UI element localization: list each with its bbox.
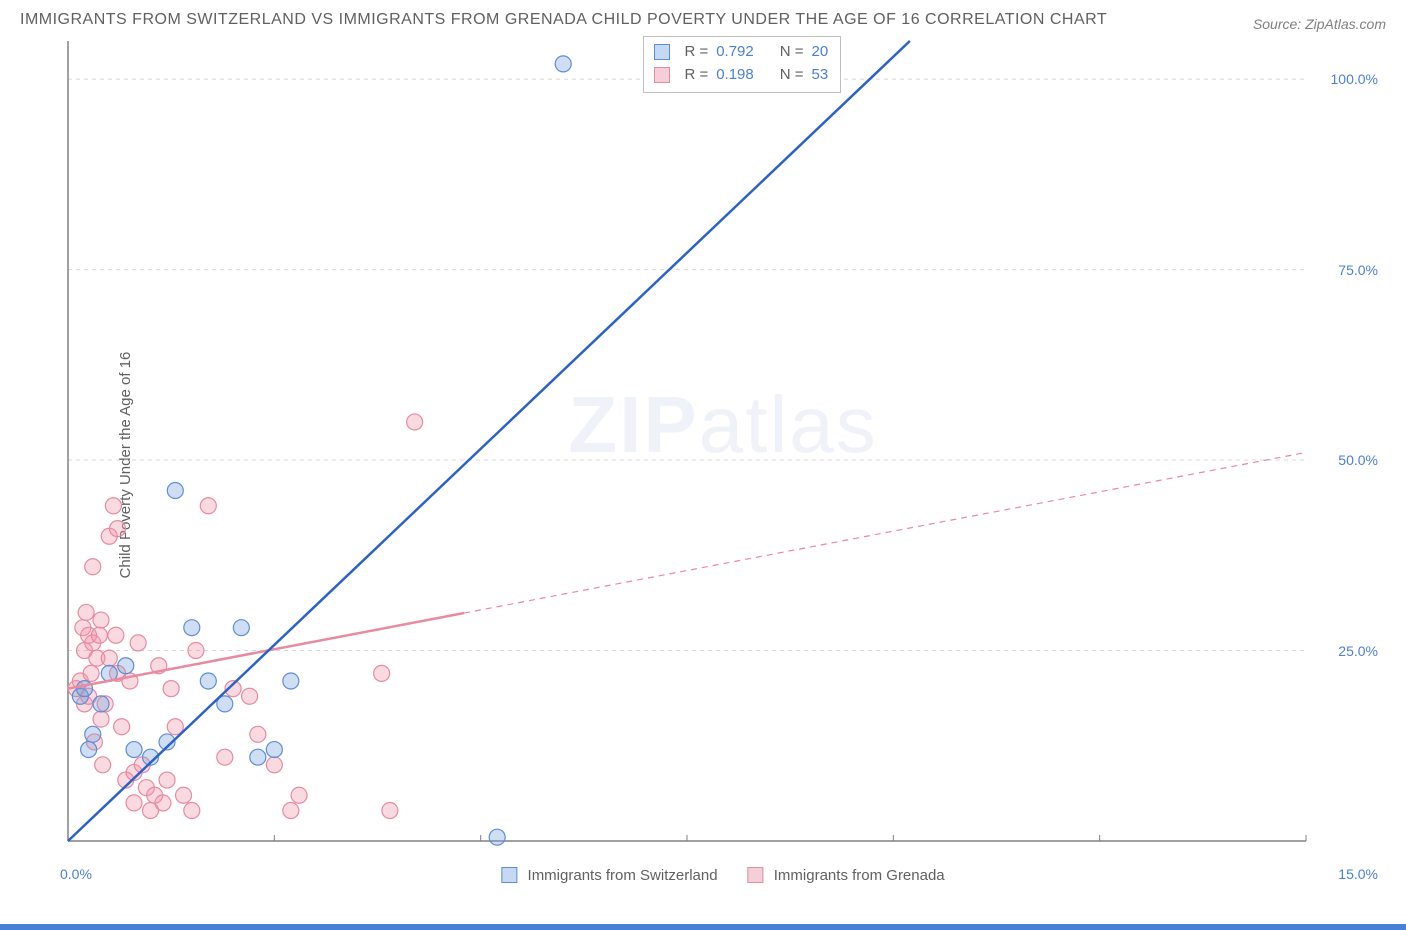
correlation-legend: R = 0.792 N = 20 R = 0.198 N = 53	[643, 36, 841, 93]
bottom-accent-bar	[0, 924, 1406, 930]
correlation-row-switzerland: R = 0.792 N = 20	[654, 41, 828, 64]
swatch-icon	[748, 867, 764, 883]
y-tick-label: 50.0%	[1338, 452, 1378, 468]
scatter-plot-svg	[60, 36, 1386, 846]
x-tick-max: 15.0%	[1338, 866, 1378, 882]
y-tick-label: 75.0%	[1338, 262, 1378, 278]
chart-area: ZIPatlas R = 0.792 N = 20 R = 0.198 N = …	[60, 36, 1386, 846]
y-tick-label: 25.0%	[1338, 643, 1378, 659]
chart-title: IMMIGRANTS FROM SWITZERLAND VS IMMIGRANT…	[20, 8, 1107, 32]
source-label: Source: ZipAtlas.com	[1253, 16, 1386, 32]
swatch-icon	[654, 67, 670, 83]
swatch-icon	[501, 867, 517, 883]
x-tick-min: 0.0%	[60, 866, 92, 882]
legend-item-grenada: Immigrants from Grenada	[748, 867, 945, 884]
legend-item-switzerland: Immigrants from Switzerland	[501, 867, 717, 884]
swatch-icon	[654, 44, 670, 60]
y-tick-label: 100.0%	[1331, 71, 1378, 87]
series-legend: Immigrants from Switzerland Immigrants f…	[501, 867, 944, 884]
correlation-row-grenada: R = 0.198 N = 53	[654, 64, 828, 87]
title-bar: IMMIGRANTS FROM SWITZERLAND VS IMMIGRANT…	[0, 0, 1406, 36]
